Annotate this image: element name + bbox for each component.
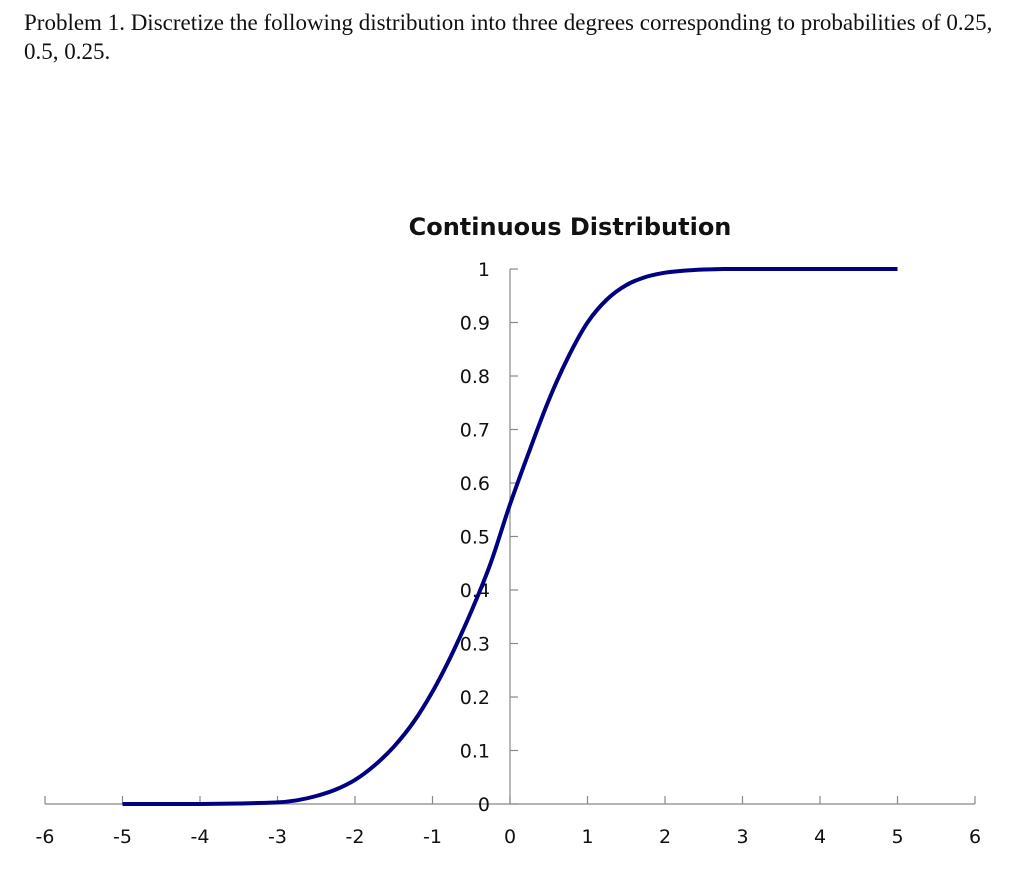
cdf-series-line: [122, 266, 898, 807]
x-tick-label: 5: [891, 826, 903, 848]
x-tick-label: 1: [581, 826, 593, 848]
x-tick-label: 2: [659, 826, 671, 848]
y-tick-label: 0.8: [460, 366, 490, 388]
y-tick-label: 0.7: [460, 420, 490, 442]
x-tick-label: -2: [346, 826, 365, 848]
y-tick-label: 0.2: [460, 687, 490, 709]
y-tick-label: 1: [478, 259, 490, 281]
y-tick-label: 0.5: [460, 527, 490, 549]
chart-title: Continuous Distribution: [409, 213, 732, 241]
x-tick-label: 3: [736, 826, 748, 848]
x-tick-label: 0: [504, 826, 516, 848]
axis-ticks: -6 -5 -4 -3 -2 -1 0 1 2 3 4 5 600.10.20.30.40.50.60.…: [36, 259, 982, 848]
x-tick-label: -5: [113, 826, 132, 848]
y-tick-label: 0: [478, 794, 490, 816]
x-tick-label: -3: [268, 826, 287, 848]
x-tick-label: -4: [191, 826, 210, 848]
x-tick-label: 6: [969, 826, 981, 848]
y-tick-label: 0.1: [460, 741, 490, 763]
x-tick-label: 4: [814, 826, 826, 848]
x-tick-label: -1: [423, 826, 442, 848]
y-tick-label: 0.3: [460, 634, 490, 656]
x-tick-label: -6: [36, 826, 55, 848]
y-tick-label: 0.9: [460, 313, 490, 335]
problem-statement: Problem 1. Discretize the following dist…: [24, 10, 993, 64]
series-layer: [122, 266, 898, 807]
y-tick-label: 0.6: [460, 473, 490, 495]
